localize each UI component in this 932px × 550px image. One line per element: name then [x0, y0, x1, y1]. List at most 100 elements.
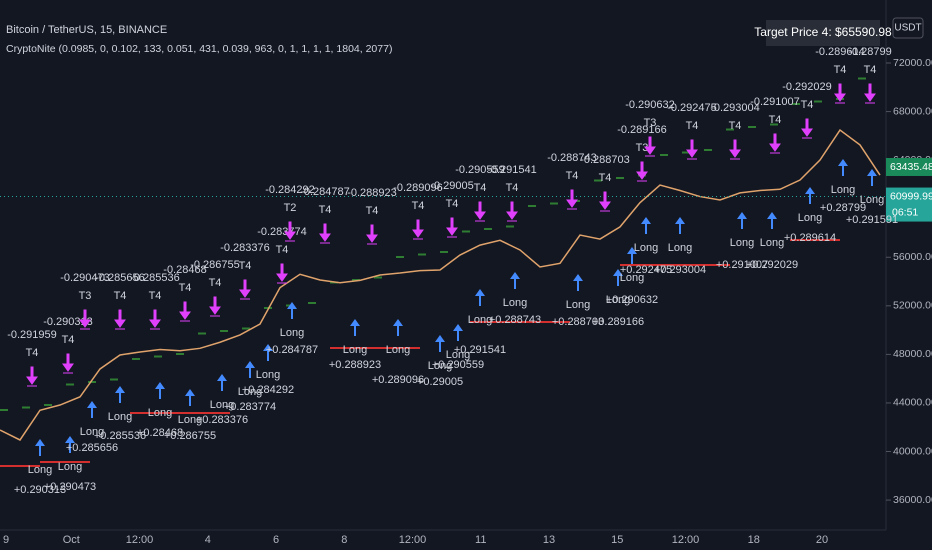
x-tick-label: 4 — [205, 534, 211, 546]
long-label: Long — [108, 411, 132, 423]
short-arrow — [446, 217, 458, 238]
short-arrow — [149, 309, 161, 330]
long-label: Long — [760, 237, 784, 249]
long-arrow — [627, 247, 637, 264]
short-arrow — [62, 353, 74, 374]
short-arrow — [729, 139, 741, 160]
long-value: +0.29005 — [417, 376, 463, 388]
x-tick-label: 12:00 — [672, 534, 700, 546]
long-arrow — [838, 159, 848, 176]
currency[interactable]: USDT — [894, 23, 921, 34]
long-value: +0.293004 — [654, 264, 706, 276]
long-arrow — [185, 389, 195, 406]
short-arrow — [209, 296, 221, 317]
long-label: Long — [343, 344, 367, 356]
short-arrow — [644, 136, 656, 157]
long-value: +0.292475 — [620, 264, 672, 276]
short-arrow — [114, 309, 126, 330]
short-value: -0.283774 — [257, 226, 307, 238]
long-label: Long — [80, 426, 104, 438]
long-label: Long — [428, 360, 452, 372]
short-target: T3 — [636, 142, 649, 154]
long-arrow — [675, 217, 685, 234]
short-arrow — [636, 161, 648, 182]
short-target: T4 — [769, 114, 782, 126]
long-arrow — [287, 302, 297, 319]
short-value: -0.289166 — [617, 124, 667, 136]
long-label: Long — [566, 299, 590, 311]
long-label: Long — [210, 399, 234, 411]
long-value: +0.289166 — [592, 316, 644, 328]
long-label: Long — [256, 369, 280, 381]
long-arrow — [87, 401, 97, 418]
long-label: Long — [468, 314, 492, 326]
short-arrow — [319, 223, 331, 244]
long-arrow — [350, 319, 360, 336]
short-target: T4 — [62, 334, 75, 346]
short-value: -0.29005 — [430, 180, 473, 192]
short-target: T4 — [209, 277, 222, 289]
x-tick-label: 9 — [3, 534, 9, 546]
long-value: +0.290559 — [432, 359, 484, 371]
long-value: +0.285536 — [94, 430, 146, 442]
short-value: -0.291541 — [487, 164, 537, 176]
long-arrow — [573, 274, 583, 291]
x-tick-label: 18 — [748, 534, 760, 546]
short-target: T4 — [729, 120, 742, 132]
short-arrow — [366, 224, 378, 245]
long-value: +0.288923 — [329, 359, 381, 371]
short-arrow — [179, 301, 191, 322]
long-value: +0.290313 — [14, 484, 66, 496]
y-tick-label: 68000.00 — [893, 105, 932, 117]
short-value: -0.293004 — [710, 102, 760, 114]
currency-box[interactable] — [892, 17, 924, 39]
price-line — [0, 128, 881, 441]
short-target: T4 — [864, 64, 877, 76]
countdown: 06:51 — [892, 206, 918, 218]
long-arrow — [737, 212, 747, 229]
long-arrow — [155, 382, 165, 399]
long-label: Long — [446, 349, 470, 361]
short-target: T4 — [149, 290, 162, 302]
long-label: Long — [238, 386, 262, 398]
long-arrow — [393, 319, 403, 336]
long-value: +0.289614 — [784, 232, 836, 244]
long-value: +0.28799 — [820, 202, 866, 214]
short-target: T4 — [366, 205, 379, 217]
x-tick-label: 12:00 — [126, 534, 154, 546]
short-target: T3 — [79, 290, 92, 302]
short-arrow — [239, 279, 251, 300]
short-target: T4 — [276, 244, 289, 256]
short-target: T4 — [319, 204, 332, 216]
short-value: -0.289614 — [815, 46, 865, 58]
long-arrow — [435, 335, 445, 352]
long-arrow — [115, 386, 125, 403]
long-value: +0.291541 — [454, 344, 506, 356]
short-target: T4 — [26, 347, 39, 359]
x-tick-label: Oct — [63, 534, 80, 546]
x-tick-label: 12:00 — [399, 534, 427, 546]
short-arrow — [26, 366, 38, 387]
long-label: Long — [730, 237, 754, 249]
short-arrow — [686, 139, 698, 160]
long-value: +0.284292 — [242, 384, 294, 396]
short-target: T4 — [179, 282, 192, 294]
short-value: -0.283376 — [220, 242, 270, 254]
long-value: +0.290473 — [44, 481, 96, 493]
short-target: T4 — [834, 64, 847, 76]
long-arrow — [805, 187, 815, 204]
short-arrow — [412, 219, 424, 240]
x-tick-label: 15 — [611, 534, 623, 546]
x-tick-label: 8 — [341, 534, 347, 546]
price-label: 63435.48 — [890, 161, 932, 173]
short-target: T4 — [474, 182, 487, 194]
y-tick-label: 48000.00 — [893, 348, 932, 360]
y-tick-label: 52000.00 — [893, 300, 932, 312]
y-tick-label: 44000.00 — [893, 397, 932, 409]
y-tick-label: 40000.00 — [893, 445, 932, 457]
short-target: T4 — [412, 200, 425, 212]
target-label: Target Price 4: $65590.98 — [754, 25, 892, 39]
long-arrow — [641, 217, 651, 234]
long-label: Long — [606, 294, 630, 306]
